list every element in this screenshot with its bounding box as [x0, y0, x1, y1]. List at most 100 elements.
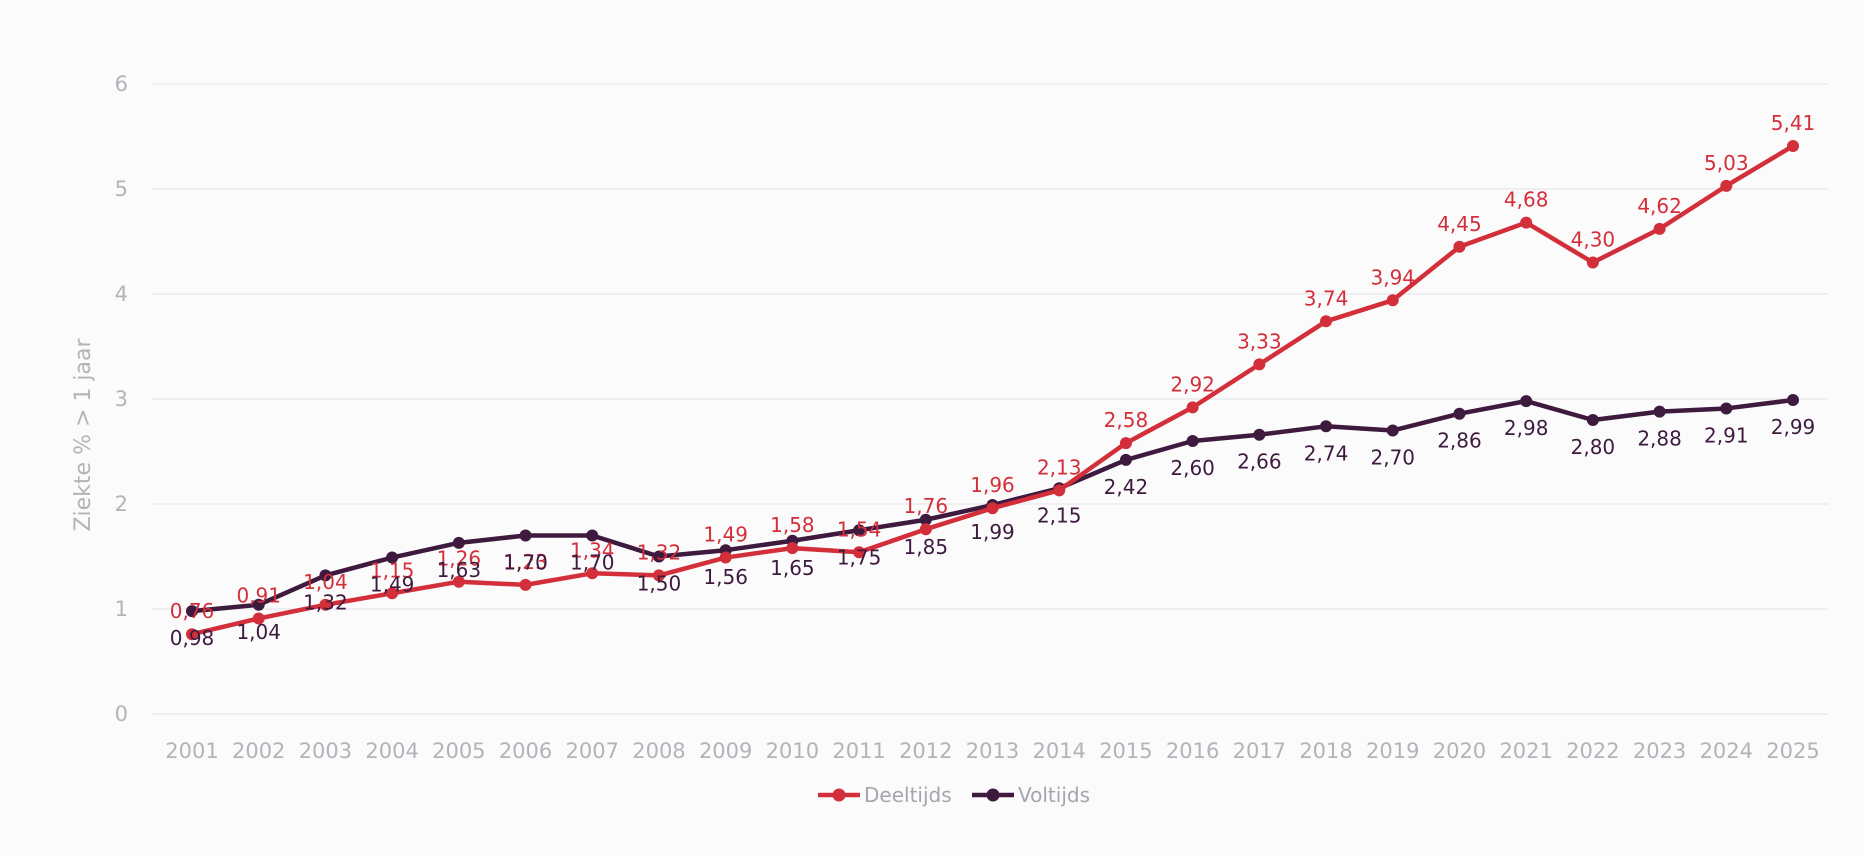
data-label-deeltijds: 1,15 — [370, 558, 415, 582]
data-label-deeltijds: 2,13 — [1037, 455, 1082, 479]
data-point-voltijds[interactable] — [319, 569, 332, 582]
data-label-deeltijds: 1,32 — [637, 540, 682, 564]
x-tick-label: 2025 — [1766, 739, 1819, 763]
data-point-deeltijds[interactable] — [1520, 216, 1533, 229]
legend-marker-icon — [832, 788, 846, 802]
y-tick-label: 6 — [115, 72, 128, 96]
x-tick-label: 2016 — [1166, 739, 1219, 763]
data-point-deeltijds[interactable] — [252, 612, 265, 625]
data-point-voltijds[interactable] — [1253, 428, 1266, 441]
data-point-deeltijds[interactable] — [719, 551, 732, 564]
data-point-voltijds[interactable] — [853, 524, 866, 537]
data-point-deeltijds[interactable] — [786, 542, 799, 555]
x-tick-label: 2008 — [632, 739, 685, 763]
data-label-deeltijds: 1,96 — [970, 473, 1015, 497]
legend-label: Voltijds — [1018, 783, 1090, 807]
data-point-voltijds[interactable] — [1320, 420, 1333, 433]
data-label-voltijds: 1,49 — [370, 573, 415, 597]
data-point-deeltijds[interactable] — [1386, 294, 1399, 307]
data-label-voltijds: 1,32 — [303, 590, 348, 614]
data-label-voltijds: 2,80 — [1571, 435, 1616, 459]
series-line-deeltijds[interactable] — [189, 143, 1796, 637]
data-point-deeltijds[interactable] — [452, 575, 465, 588]
data-point-deeltijds[interactable] — [919, 523, 932, 536]
data-label-voltijds: 0,98 — [170, 626, 215, 650]
data-label-deeltijds: 1,76 — [904, 494, 949, 518]
data-point-deeltijds[interactable] — [386, 587, 399, 600]
data-point-voltijds[interactable] — [1720, 402, 1733, 415]
data-point-voltijds[interactable] — [652, 550, 665, 563]
legend[interactable]: Deeltijds Voltijds — [818, 783, 1090, 807]
x-tick-label: 2001 — [165, 739, 218, 763]
x-tick-label: 2009 — [699, 739, 752, 763]
grid-lines — [152, 83, 1828, 715]
data-point-deeltijds[interactable] — [1186, 401, 1199, 414]
data-label-voltijds: 2,70 — [1370, 446, 1415, 470]
data-point-deeltijds[interactable] — [1253, 358, 1266, 371]
data-point-voltijds[interactable] — [1520, 395, 1533, 408]
data-point-deeltijds[interactable] — [853, 546, 866, 559]
data-point-deeltijds[interactable] — [1653, 222, 1666, 235]
x-tick-label: 2005 — [432, 739, 485, 763]
data-label-voltijds: 1,63 — [437, 558, 482, 582]
x-tick-label: 2014 — [1032, 739, 1085, 763]
x-tick-label: 2018 — [1299, 739, 1352, 763]
data-point-voltijds[interactable] — [1119, 453, 1132, 466]
data-label-voltijds: 1,85 — [904, 535, 949, 559]
y-tick-label: 5 — [115, 177, 128, 201]
data-point-voltijds[interactable] — [1653, 405, 1666, 418]
legend-item-voltijds[interactable]: Voltijds — [972, 783, 1090, 807]
data-point-voltijds[interactable] — [1453, 407, 1466, 420]
data-point-voltijds[interactable] — [1787, 394, 1799, 407]
data-label-deeltijds: 2,92 — [1170, 372, 1215, 396]
data-point-voltijds[interactable] — [1386, 424, 1399, 437]
data-point-voltijds[interactable] — [186, 605, 198, 618]
legend-marker-icon — [986, 788, 1000, 802]
y-axis: Ziekte % > 1 jaar 0 1 2 3 4 5 6 — [71, 72, 128, 726]
data-point-deeltijds[interactable] — [319, 598, 332, 611]
data-label-voltijds: 1,75 — [837, 545, 882, 569]
data-point-voltijds[interactable] — [919, 513, 932, 526]
data-label-voltijds: 1,56 — [703, 565, 748, 589]
data-point-deeltijds[interactable] — [519, 578, 532, 591]
data-point-voltijds[interactable] — [252, 598, 265, 611]
data-point-deeltijds[interactable] — [652, 569, 665, 582]
x-tick-label: 2007 — [566, 739, 619, 763]
x-tick-label: 2015 — [1099, 739, 1152, 763]
x-tick-label: 2012 — [899, 739, 952, 763]
data-label-voltijds: 2,66 — [1237, 450, 1282, 474]
data-point-voltijds[interactable] — [452, 536, 465, 549]
data-point-voltijds[interactable] — [386, 551, 399, 564]
data-label-voltijds: 1,65 — [770, 556, 815, 580]
data-point-voltijds[interactable] — [1586, 414, 1599, 426]
data-point-voltijds[interactable] — [586, 529, 599, 542]
data-point-deeltijds[interactable] — [1320, 315, 1333, 328]
data-point-deeltijds[interactable] — [1787, 139, 1799, 152]
data-label-deeltijds: 1,23 — [503, 550, 548, 574]
data-point-deeltijds[interactable] — [986, 502, 999, 515]
data-point-deeltijds[interactable] — [586, 567, 599, 580]
data-point-voltijds[interactable] — [519, 529, 532, 542]
x-tick-label: 2017 — [1233, 739, 1286, 763]
data-point-deeltijds[interactable] — [1453, 240, 1466, 253]
y-tick-label: 4 — [115, 282, 128, 306]
legend-label: Deeltijds — [864, 783, 952, 807]
data-label-deeltijds: 1,54 — [837, 517, 882, 541]
data-point-voltijds[interactable] — [1186, 435, 1199, 447]
data-label-voltijds: 2,15 — [1037, 503, 1082, 527]
data-labels: 0,76 0,91 1,04 1,15 1,26 1,23 1,34 1,32 1,49 1,58… — [170, 111, 1816, 650]
x-tick-label: 2022 — [1566, 739, 1619, 763]
data-label-voltijds: 2,99 — [1771, 415, 1816, 439]
data-point-deeltijds[interactable] — [1119, 437, 1132, 450]
data-label-deeltijds: 3,94 — [1370, 265, 1415, 289]
data-point-deeltijds[interactable] — [1053, 484, 1066, 497]
data-point-deeltijds[interactable] — [186, 628, 198, 641]
legend-item-deeltijds[interactable]: Deeltijds — [818, 783, 952, 807]
data-point-deeltijds[interactable] — [1720, 179, 1733, 192]
data-point-deeltijds[interactable] — [1586, 256, 1599, 269]
y-tick-label: 0 — [115, 702, 128, 726]
x-tick-label: 2024 — [1700, 739, 1753, 763]
y-axis-label: Ziekte % > 1 jaar — [71, 338, 96, 532]
data-label-voltijds: 1,99 — [970, 520, 1015, 544]
